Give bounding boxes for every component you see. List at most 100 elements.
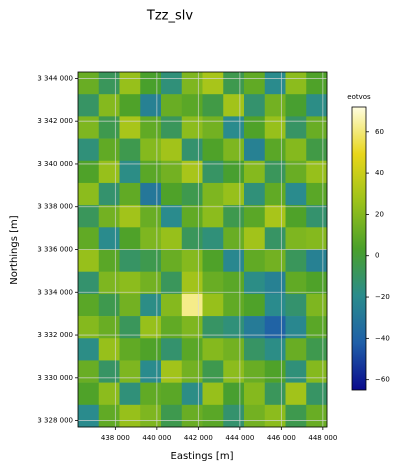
heatmap-cell [140,382,162,406]
heatmap-cell [181,271,203,295]
heatmap-cell [244,404,266,428]
heatmap-cell [78,293,100,317]
colorbar-label: eotvos [347,93,371,101]
heatmap-cell [223,72,245,95]
y-tick-label: 3 330 000 [37,374,73,382]
heatmap-cell [244,382,266,406]
heatmap-cell [202,293,224,317]
heatmap-cell [202,72,224,95]
heatmap-cell [306,293,328,317]
heatmap-cell [161,205,183,228]
heatmap-cell [78,382,100,406]
heatmap-cell [98,138,120,162]
colorbar-tick-label: 40 [375,169,384,177]
y-tick-label: 3 344 000 [37,74,73,82]
heatmap-cell [161,72,183,95]
heatmap-cell [181,293,203,317]
heatmap-cell [285,249,307,272]
heatmap-cell [264,205,286,228]
heatmap-cell [140,138,162,162]
heatmap-cell [161,382,183,406]
y-tick-label: 3 334 000 [37,288,73,296]
heatmap-cell [223,94,245,117]
heatmap-cell [264,382,286,406]
heatmap-cell [98,360,120,383]
heatmap-cell [161,316,183,339]
heatmap-cell [140,205,162,228]
heatmap-cell [161,116,183,139]
heatmap-cell [244,94,266,117]
heatmap-cell [202,382,224,406]
colorbar [351,106,367,391]
heatmap-cell [223,271,245,295]
heatmap-cell [140,271,162,295]
y-tick-label: 3 340 000 [37,160,73,168]
heatmap-cell [285,72,307,95]
heatmap-cell [285,293,307,317]
heatmap-cell [285,227,307,250]
heatmap-cell [119,382,141,406]
heatmap-cell [98,249,120,272]
heatmap-cell [306,205,328,228]
heatmap-cell [181,382,203,406]
heatmap-cell [264,138,286,162]
heatmap-cell [306,271,328,295]
heatmap-cell [181,182,203,206]
heatmap-cell [161,138,183,162]
heatmap-cell [223,160,245,184]
heatmap-cell [244,160,266,184]
heatmap-cell [161,249,183,272]
heatmap-cell [285,182,307,206]
heatmap-cell [78,316,100,339]
heatmap-cell [285,404,307,428]
heatmap-cell [244,316,266,339]
heatmap-cell [78,249,100,272]
heatmap-cell [223,205,245,228]
heatmap-cell [306,72,328,95]
heatmap-cell [78,182,100,206]
heatmap-cell [140,72,162,95]
heatmap-cell [140,404,162,428]
heatmap-cell [119,205,141,228]
x-tick-label: 442 000 [184,434,213,442]
heatmap-cell [264,249,286,272]
heatmap-cell [181,404,203,428]
heatmap-cell [264,160,286,184]
heatmap-cell [161,227,183,250]
heatmap-cell [181,72,203,95]
heatmap-cell [285,360,307,383]
heatmap-cell [140,338,162,361]
heatmap-cell [181,205,203,228]
heatmap-cell [181,94,203,117]
heatmap-cell [181,338,203,361]
heatmap-cell [78,138,100,162]
heatmap-cell [98,182,120,206]
heatmap-cell [181,138,203,162]
heatmap-cell [202,116,224,139]
heatmap-cell [161,160,183,184]
heatmap-cell [161,404,183,428]
heatmap-cell [306,404,328,428]
y-tick-label: 3 342 000 [37,117,73,125]
y-axis-label: Northings [m] [9,215,20,284]
colorbar-tick-label: −20 [375,293,390,301]
heatmap-cell [244,271,266,295]
heatmap-cell [264,116,286,139]
colorbar-tick-label: 0 [375,252,379,260]
heatmap-cell [98,293,120,317]
heatmap-cell [119,116,141,139]
heatmap-cell [202,182,224,206]
heatmap-cell [78,360,100,383]
heatmap-cell [244,360,266,383]
colorbar-tick-label: 60 [375,128,384,136]
heatmap-cell [202,316,224,339]
heatmap-cell [306,249,328,272]
heatmap-cell [285,271,307,295]
heatmap-cell [98,227,120,250]
heatmap-cell [181,360,203,383]
heatmap-cell [223,293,245,317]
heatmap-cell [223,249,245,272]
heatmap-cell [140,94,162,117]
heatmap-cell [119,338,141,361]
